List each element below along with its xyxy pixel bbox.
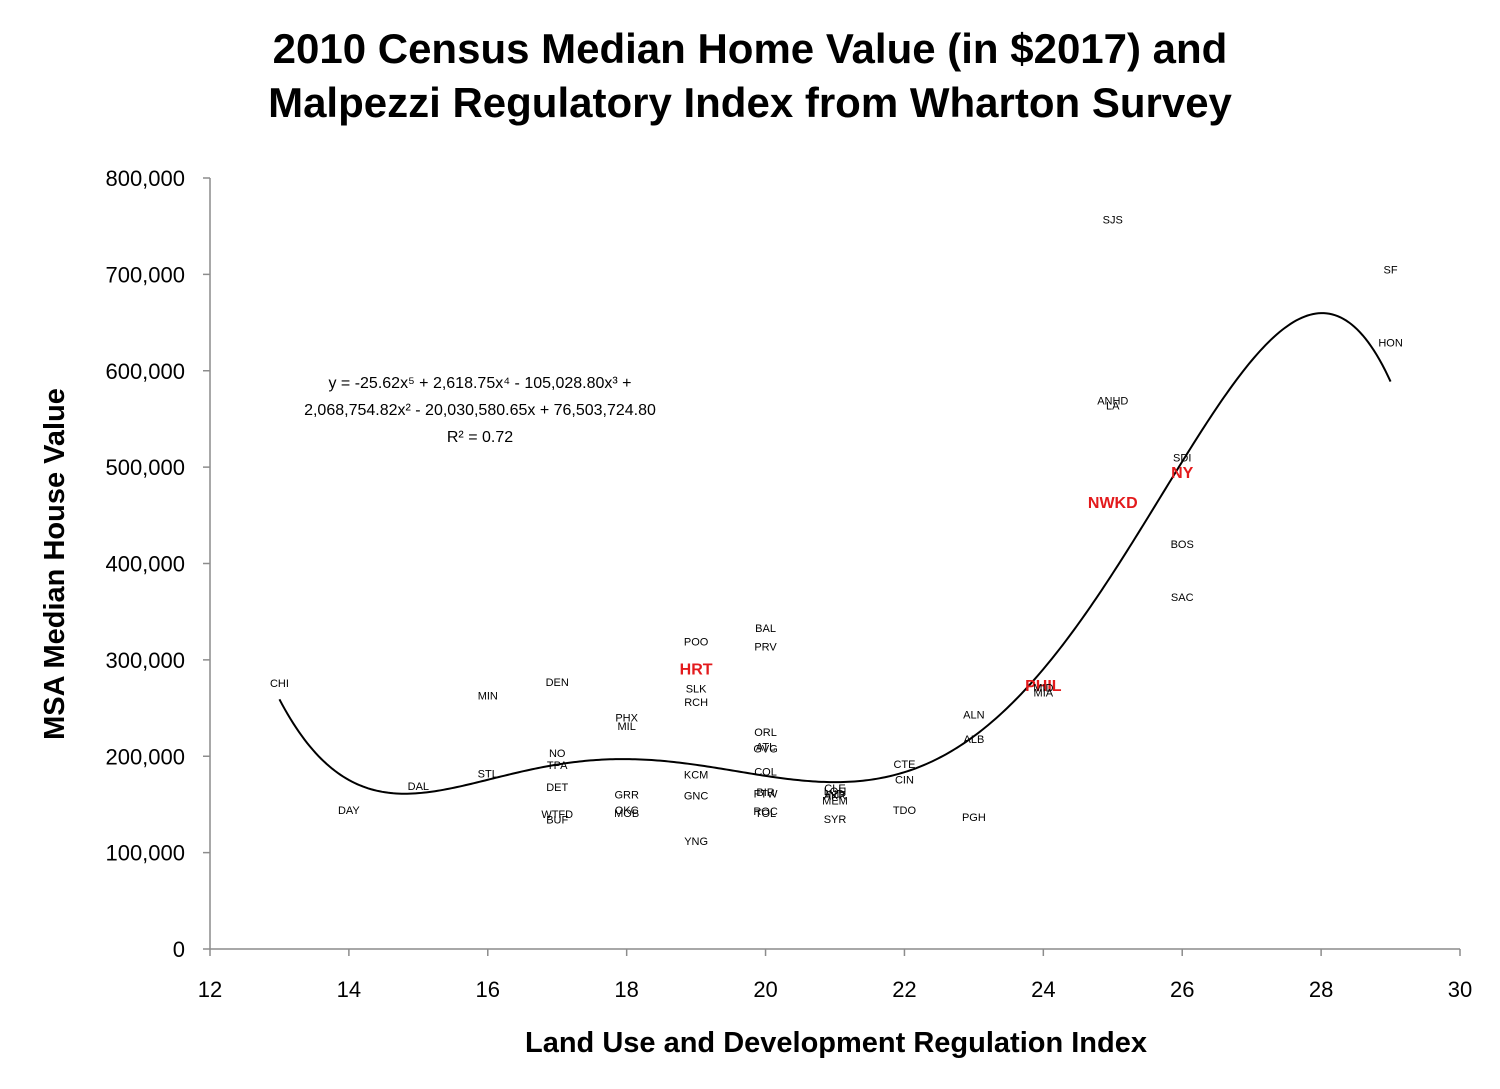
data-point-kcm: KCM — [684, 769, 708, 781]
data-point-det: DET — [546, 782, 568, 794]
data-point-no: NO — [549, 748, 566, 760]
data-point-sdi: SDI — [1173, 452, 1191, 464]
data-point-la: LA — [1106, 400, 1120, 412]
data-point-yng: YNG — [684, 836, 708, 848]
data-point-dal: DAL — [408, 781, 429, 793]
data-point-mid: MID — [1033, 683, 1053, 695]
y-axis-title: MSA Median House Value — [39, 388, 71, 740]
data-point-buf: BUF — [546, 815, 568, 827]
data-point-ny: NY — [1171, 465, 1194, 482]
y-tick-label: 300,000 — [105, 648, 185, 673]
data-point-sac: SAC — [1171, 592, 1194, 604]
data-point-bal: BAL — [755, 623, 776, 635]
y-tick-label: 400,000 — [105, 552, 185, 577]
data-point-mil: MIL — [617, 721, 635, 733]
data-point-wtfd: WTFD — [541, 809, 573, 821]
data-point-mem: MEM — [822, 795, 848, 807]
data-point-day: DAY — [338, 805, 360, 817]
equation-line-1: y = -25.62x⁵ + 2,618.75x⁴ - 105,028.80x³… — [328, 375, 632, 392]
data-point-okc: OKC — [615, 805, 639, 817]
chart-title-line-1: 2010 Census Median Home Value (in $2017)… — [272, 25, 1228, 72]
data-point-cin: CIN — [895, 774, 914, 786]
data-point-cle: CLE — [824, 783, 845, 795]
data-point-mia: MIA — [1034, 688, 1054, 700]
data-point-hrt: HRT — [680, 662, 713, 679]
y-tick-label: 800,000 — [105, 166, 185, 191]
y-tick-label: 200,000 — [105, 744, 185, 769]
r-squared: R² = 0.72 — [446, 429, 514, 446]
data-point-slk: SLK — [686, 684, 707, 696]
data-point-atl: ATL — [756, 741, 775, 753]
data-point-col: COL — [754, 767, 777, 779]
y-tick-label: 700,000 — [105, 262, 185, 287]
x-tick-label: 20 — [753, 977, 777, 1002]
data-point-mob: MOB — [614, 808, 639, 820]
y-tick-label: 0 — [173, 937, 185, 962]
data-point-gnc: GNC — [684, 791, 709, 803]
x-tick-label: 28 — [1309, 977, 1333, 1002]
x-tick-label: 26 — [1170, 977, 1194, 1002]
data-point-roc: ROC — [753, 806, 778, 818]
data-point-min: MIN — [478, 690, 498, 702]
data-point-grr: GRR — [614, 790, 639, 802]
x-tick-label: 22 — [892, 977, 916, 1002]
data-point-phil: PHIL — [1025, 678, 1062, 695]
chart-title-line-2: Malpezzi Regulatory Index from Wharton S… — [268, 79, 1232, 126]
x-tick-label: 14 — [337, 977, 361, 1002]
tick-labels: 12 14 16 18 20 22 24 26 28 30 0 100,000 200,000 300,0… — [105, 166, 1472, 1002]
data-point-prv: PRV — [754, 641, 777, 653]
data-point-ftw: FTW — [754, 789, 778, 801]
x-tick-label: 16 — [476, 977, 500, 1002]
data-point-ind: IND — [826, 789, 845, 801]
x-tick-label: 24 — [1031, 977, 1055, 1002]
polynomial-trendline — [278, 312, 1392, 795]
axes — [203, 177, 1461, 956]
data-point-anhd: ANHD — [1097, 395, 1128, 407]
data-point-tpa: TPA — [547, 760, 568, 772]
data-point-cte: CTE — [893, 759, 915, 771]
x-tick-label: 18 — [614, 977, 638, 1002]
data-point-orl: ORL — [754, 727, 777, 739]
x-tick-label: 30 — [1448, 977, 1472, 1002]
data-point-tol: TOL — [755, 808, 776, 820]
data-point-tdo: TDO — [893, 805, 917, 817]
data-point-aln: ALN — [963, 710, 984, 722]
data-point-chi: CHI — [270, 678, 289, 690]
data-point-hon: HON — [1378, 338, 1403, 350]
data-point-alb: ALB — [963, 734, 984, 746]
data-point-akr: AKR — [824, 791, 847, 803]
x-tick-label: 12 — [198, 977, 222, 1002]
data-point-poo: POO — [684, 636, 709, 648]
data-point-rch: RCH — [684, 697, 708, 709]
data-point-lou: LOU — [824, 786, 847, 798]
trendline-equation: y = -25.62x⁵ + 2,618.75x⁴ - 105,028.80x³… — [230, 370, 730, 451]
y-tick-label: 100,000 — [105, 841, 185, 866]
data-point-den: DEN — [546, 677, 569, 689]
equation-line-2: 2,068,754.82x² - 20,030,580.65x + 76,503… — [304, 402, 656, 419]
data-point-sf: SF — [1384, 264, 1398, 276]
data-point-syr: SYR — [824, 814, 847, 826]
data-point-gvg: GVG — [753, 743, 777, 755]
x-axis-title: Land Use and Development Regulation Inde… — [525, 1027, 1147, 1059]
data-point-pgh: PGH — [962, 812, 986, 824]
y-tick-label: 500,000 — [105, 455, 185, 480]
data-point-stl: STL — [478, 768, 498, 780]
data-point-phx: PHX — [615, 713, 638, 725]
data-point-nwkd: NWKD — [1088, 495, 1138, 512]
data-point-sjs: SJS — [1103, 214, 1123, 226]
data-point-bos: BOS — [1171, 539, 1194, 551]
chart-title: 2010 Census Median Home Value (in $2017)… — [0, 22, 1500, 130]
data-point-bir: BIR — [756, 787, 774, 799]
y-tick-label: 600,000 — [105, 359, 185, 384]
